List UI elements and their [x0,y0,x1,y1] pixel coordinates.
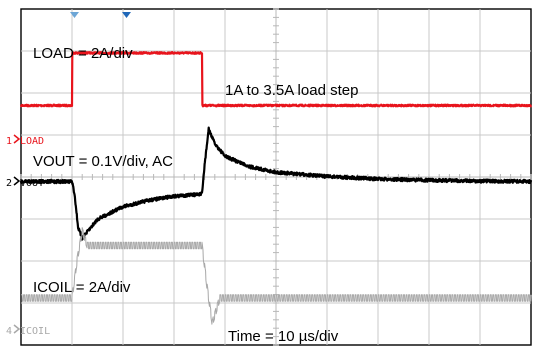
load-channel-tag: LOAD [20,136,44,147]
vout-channel-number: 2 [6,178,12,189]
vout-channel-tag: VOUT [20,178,44,189]
icoil-channel-number: 4 [6,326,12,337]
load-scale-annotation: LOAD = 2A/div [33,45,133,62]
icoil-scale-annotation: ICOIL = 2A/div [33,279,131,296]
traces [19,51,533,325]
grid [20,8,532,346]
trace-icoil [20,227,532,325]
time-scale-annotation: Time = 10 µs/div [228,328,339,345]
channel-marker-vout: 2 VOUT [6,176,44,189]
trace-vout [19,126,533,241]
trace-load [19,51,533,108]
load-step-annotation: 1A to 3.5A load step [225,82,358,99]
icoil-channel-tag: ICOIL [20,326,50,337]
load-channel-number: 1 [6,136,12,147]
vout-scale-annotation: VOUT = 0.1V/div, AC [33,153,173,170]
channel-marker-icoil: 4 ICOIL [6,324,50,337]
channel-marker-load: 1 LOAD [6,134,44,147]
cursor-marker-left [70,12,79,18]
trigger-marker [122,12,131,18]
